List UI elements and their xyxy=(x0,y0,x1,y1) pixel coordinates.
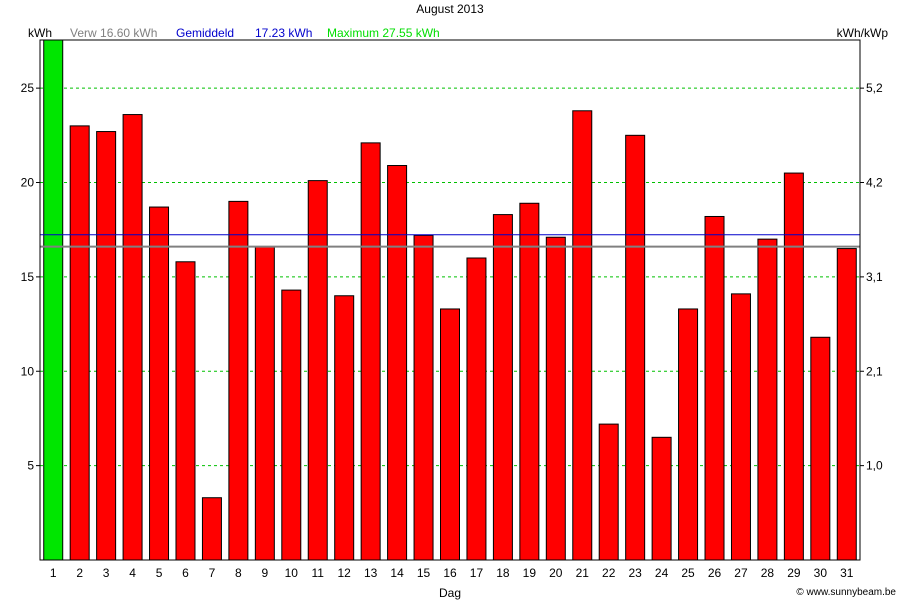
bar xyxy=(334,295,355,561)
bar xyxy=(492,214,513,561)
right-tick-label: 4,2 xyxy=(866,176,883,190)
x-tick-label: 30 xyxy=(814,566,828,580)
bar xyxy=(651,436,672,561)
x-tick-label: 27 xyxy=(734,566,748,580)
bar xyxy=(122,114,143,561)
x-tick-label: 8 xyxy=(235,566,242,580)
chart-title: August 2013 xyxy=(416,2,484,16)
bar xyxy=(175,261,196,561)
right-tick-label: 2,1 xyxy=(866,364,883,378)
bars xyxy=(43,39,857,561)
legend-expected-value: 16.60 kWh xyxy=(100,26,158,40)
x-tick-label: 10 xyxy=(285,566,299,580)
x-tick-label: 12 xyxy=(338,566,352,580)
x-tick-label: 15 xyxy=(417,566,431,580)
legend-average-label: Gemiddeld xyxy=(176,26,235,40)
x-tick-label: 14 xyxy=(390,566,404,580)
right-tick-label: 3,1 xyxy=(866,270,883,284)
left-tick-label: 15 xyxy=(21,270,35,284)
x-axis-label: Dag xyxy=(438,586,461,600)
x-tick-label: 24 xyxy=(655,566,669,580)
bar xyxy=(413,234,434,561)
bar xyxy=(360,142,381,561)
bar xyxy=(387,165,408,561)
legend-maximum-value: 27.55 kWh xyxy=(382,26,440,40)
x-tick-label: 1 xyxy=(50,566,57,580)
x-tick-label: 21 xyxy=(576,566,590,580)
right-tick-label: 5,2 xyxy=(866,81,883,95)
x-tick-label: 11 xyxy=(312,566,325,580)
legend-maximum: Maximum 27.55 kWh xyxy=(327,26,440,40)
x-tick-label: 20 xyxy=(549,566,563,580)
x-tick-label: 2 xyxy=(76,566,83,580)
bar xyxy=(836,248,857,561)
x-tick-label: 16 xyxy=(443,566,457,580)
bar xyxy=(149,206,170,561)
bar xyxy=(96,131,117,561)
bar xyxy=(783,172,804,561)
left-tick-label: 25 xyxy=(21,81,35,95)
bar xyxy=(704,215,725,561)
x-tick-label: 4 xyxy=(129,566,136,580)
right-tick-label: 1,0 xyxy=(866,459,883,473)
bar xyxy=(466,257,487,561)
left-tick-label: 20 xyxy=(21,176,35,190)
x-tick-label: 6 xyxy=(182,566,189,580)
x-tick-label: 19 xyxy=(523,566,537,580)
left-tick-label: 5 xyxy=(27,459,34,473)
plot-frame xyxy=(39,39,861,561)
x-tick-label: 23 xyxy=(628,566,642,580)
legend-average-value: 17.23 kWh xyxy=(255,26,313,40)
bar xyxy=(519,202,540,561)
legend-maximum-label: Maximum xyxy=(327,26,380,40)
bar xyxy=(254,246,275,561)
legend-expected-label: Verw xyxy=(70,26,97,40)
x-tick-label: 7 xyxy=(209,566,216,580)
bar xyxy=(598,423,619,561)
x-tick-label: 25 xyxy=(681,566,695,580)
x-tick-label: 9 xyxy=(261,566,268,580)
bar xyxy=(810,336,831,561)
bar xyxy=(281,289,302,561)
x-tick-label: 13 xyxy=(364,566,378,580)
bar xyxy=(201,497,222,561)
bar xyxy=(730,293,751,561)
x-tick-label: 18 xyxy=(496,566,510,580)
bar xyxy=(307,180,328,561)
x-tick-label: 28 xyxy=(761,566,775,580)
left-tick-label: 10 xyxy=(21,364,35,378)
bar xyxy=(678,308,699,561)
x-tick-label: 17 xyxy=(470,566,484,580)
x-tick-label: 31 xyxy=(840,566,854,580)
bar xyxy=(625,134,646,561)
legend-expected: Verw 16.60 kWh xyxy=(70,26,157,40)
bar xyxy=(545,236,566,561)
bar xyxy=(69,125,90,561)
bar xyxy=(440,308,460,561)
x-tick-label: 5 xyxy=(156,566,163,580)
reference-lines xyxy=(40,234,860,248)
x-tick-label: 29 xyxy=(787,566,801,580)
bar xyxy=(228,200,249,561)
x-tick-label: 3 xyxy=(103,566,110,580)
bar xyxy=(572,110,593,561)
x-tick-label: 26 xyxy=(708,566,722,580)
copyright: © www.sunnybeam.be xyxy=(796,587,896,598)
x-tick-label: 22 xyxy=(602,566,616,580)
bar xyxy=(757,238,778,561)
bar xyxy=(43,39,64,561)
y-axis-label-right: kWh/kWp xyxy=(836,26,888,40)
y-axis-label-left: kWh xyxy=(28,26,52,40)
